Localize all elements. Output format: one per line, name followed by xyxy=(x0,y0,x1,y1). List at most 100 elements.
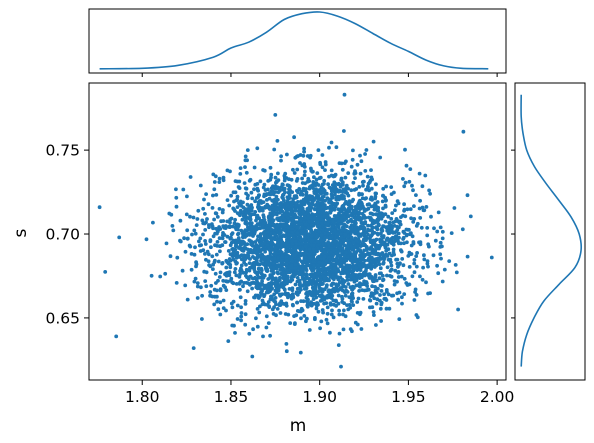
scatter-point xyxy=(243,228,248,233)
scatter-point xyxy=(442,267,447,272)
scatter-point xyxy=(249,208,254,213)
scatter-point xyxy=(241,284,245,289)
scatter-point xyxy=(250,196,255,201)
scatter-point xyxy=(185,194,189,199)
scatter-point xyxy=(281,266,286,271)
scatter-point xyxy=(297,278,302,283)
scatter-point xyxy=(225,270,230,275)
scatter-point xyxy=(181,187,186,192)
y-marginal-density-curve xyxy=(520,94,583,367)
scatter-point xyxy=(349,227,354,232)
scatter-point xyxy=(262,194,266,199)
scatter-point xyxy=(225,260,230,264)
scatter-point xyxy=(223,240,227,244)
scatter-point xyxy=(366,181,371,186)
scatter-point xyxy=(366,287,371,292)
scatter-point xyxy=(315,249,319,254)
scatter-point xyxy=(195,284,200,289)
scatter-point xyxy=(342,228,347,233)
scatter-point xyxy=(390,211,395,216)
scatter-point xyxy=(436,210,441,215)
scatter-point xyxy=(225,279,230,284)
scatter-point xyxy=(215,299,219,304)
scatter-point xyxy=(273,237,277,242)
scatter-point xyxy=(313,228,318,233)
scatter-point xyxy=(215,240,220,244)
scatter-point xyxy=(403,180,408,185)
scatter-point xyxy=(297,222,302,226)
scatter-point xyxy=(424,205,429,209)
scatter-point xyxy=(322,181,326,186)
scatter-point xyxy=(332,263,337,268)
scatter-point xyxy=(314,187,318,192)
scatter-point xyxy=(343,175,348,180)
scatter-point xyxy=(230,323,235,328)
scatter-point xyxy=(405,207,410,212)
scatter-point xyxy=(244,270,249,275)
scatter-point xyxy=(390,253,394,258)
scatter-point xyxy=(291,200,295,205)
scatter-point xyxy=(322,211,326,216)
scatter-point xyxy=(117,235,122,240)
scatter-point xyxy=(292,253,297,258)
scatter-point xyxy=(328,330,332,335)
scatter-point xyxy=(282,186,287,191)
scatter-point xyxy=(414,193,418,198)
scatter-point xyxy=(355,162,360,167)
scatter-point xyxy=(229,193,234,198)
scatter-point xyxy=(191,346,196,350)
scatter-point xyxy=(218,300,223,305)
scatter-point xyxy=(201,232,205,237)
scatter-point xyxy=(381,224,385,229)
scatter-point xyxy=(297,211,301,216)
scatter-point xyxy=(340,167,345,172)
scatter-point xyxy=(372,296,377,301)
scatter-point xyxy=(178,239,183,244)
scatter-point xyxy=(289,276,294,280)
scatter-point xyxy=(321,204,326,209)
scatter-point xyxy=(356,257,361,262)
scatter-point xyxy=(252,263,257,268)
scatter-point xyxy=(303,222,308,227)
scatter-point xyxy=(208,239,213,244)
scatter-point xyxy=(307,219,312,224)
scatter-point xyxy=(306,214,310,219)
scatter-point xyxy=(233,247,238,252)
scatter-point xyxy=(372,276,377,281)
scatter-point xyxy=(342,214,347,219)
top-marginal-axes xyxy=(88,8,507,77)
scatter-point xyxy=(328,204,333,209)
scatter-point xyxy=(402,207,407,212)
scatter-point xyxy=(278,311,283,315)
scatter-point xyxy=(284,342,289,346)
scatter-point xyxy=(217,207,222,211)
scatter-point xyxy=(323,262,328,267)
scatter-point xyxy=(270,286,274,291)
scatter-point xyxy=(232,240,237,244)
scatter-point xyxy=(348,206,353,210)
scatter-point xyxy=(252,267,257,272)
scatter-point xyxy=(468,214,473,219)
scatter-point xyxy=(279,154,283,159)
scatter-point xyxy=(369,168,373,173)
scatter-point xyxy=(325,222,330,226)
scatter-point xyxy=(340,246,345,251)
scatter-point xyxy=(236,231,241,236)
scatter-point xyxy=(149,273,154,278)
scatter-point xyxy=(330,308,334,313)
scatter-point xyxy=(383,203,388,208)
scatter-point xyxy=(348,305,353,310)
scatter-point xyxy=(323,250,328,255)
scatter-point xyxy=(228,169,232,174)
scatter-point xyxy=(396,219,400,224)
scatter-point xyxy=(414,224,419,228)
scatter-point xyxy=(418,242,423,247)
scatter-point xyxy=(311,259,316,264)
scatter-point xyxy=(385,225,390,229)
scatter-point xyxy=(329,312,334,317)
scatter-point xyxy=(355,283,359,288)
scatter-point xyxy=(200,218,205,223)
scatter-point xyxy=(202,197,206,202)
scatter-point xyxy=(315,171,320,176)
scatter-point xyxy=(233,331,237,335)
